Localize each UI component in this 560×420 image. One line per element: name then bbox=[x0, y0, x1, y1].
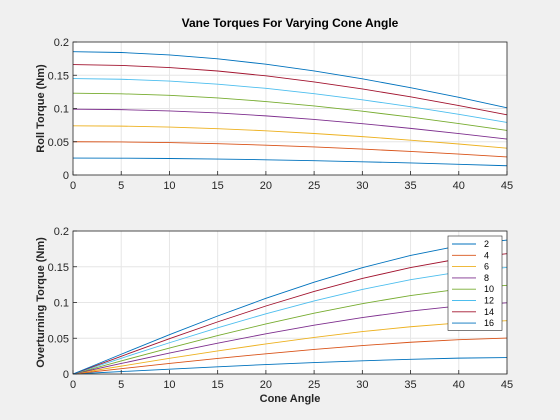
x-tick-label: 0 bbox=[70, 379, 76, 391]
series-line-1 bbox=[72, 157, 508, 167]
y-axis-label: Overturning Torque (Nm) bbox=[35, 237, 47, 368]
x-tick-label: 35 bbox=[404, 379, 416, 391]
series-line-3 bbox=[72, 320, 508, 375]
series-line-6 bbox=[72, 266, 508, 375]
x-tick-label: 20 bbox=[260, 180, 272, 192]
x-tick-label: 5 bbox=[118, 180, 124, 192]
y-tick-label: 0.15 bbox=[48, 70, 69, 82]
x-tick-label: 45 bbox=[501, 180, 513, 192]
y-tick-label: 0 bbox=[63, 369, 69, 381]
x-tick-label: 35 bbox=[404, 180, 416, 192]
series-line-6 bbox=[72, 78, 508, 123]
x-tick-label: 45 bbox=[501, 379, 513, 391]
x-tick-label: 15 bbox=[212, 180, 224, 192]
series-line-8 bbox=[72, 239, 508, 375]
x-tick-label: 10 bbox=[163, 180, 175, 192]
y-tick-label: 0.05 bbox=[48, 137, 69, 149]
series-line-4 bbox=[72, 302, 508, 375]
y-tick-label: 0 bbox=[63, 170, 69, 182]
legend-label: 14 bbox=[484, 307, 494, 317]
series-line-3 bbox=[72, 125, 508, 149]
series-line-2 bbox=[72, 141, 508, 158]
x-tick-label: 15 bbox=[212, 379, 224, 391]
x-tick-label: 0 bbox=[70, 180, 76, 192]
y-tick-label: 0.1 bbox=[54, 298, 69, 310]
legend-label: 12 bbox=[484, 296, 494, 306]
series-line-8 bbox=[72, 51, 508, 109]
legend-label: 10 bbox=[484, 284, 494, 294]
x-tick-label: 40 bbox=[453, 379, 465, 391]
series-line-4 bbox=[72, 108, 508, 140]
series-line-2 bbox=[72, 337, 508, 375]
legend-box bbox=[447, 235, 503, 331]
y-tick-label: 0.2 bbox=[54, 37, 69, 49]
x-tick-label: 25 bbox=[308, 379, 320, 391]
series-line-5 bbox=[72, 92, 508, 131]
series-line-7 bbox=[72, 253, 508, 375]
y-tick-label: 0.1 bbox=[54, 104, 69, 116]
x-tick-label: 25 bbox=[308, 180, 320, 192]
x-tick-label: 10 bbox=[163, 379, 175, 391]
x-axis-label: Cone Angle bbox=[260, 393, 321, 405]
series-line-5 bbox=[72, 284, 508, 375]
x-tick-label: 30 bbox=[356, 379, 368, 391]
legend-label: 2 bbox=[484, 239, 489, 249]
overturning-torque-chart: 0 5 10 15 20 25 30 35 40 45 0 0.05 0.1 0.15 0.2 Overtur… bbox=[35, 226, 513, 405]
x-tick-label: 40 bbox=[453, 180, 465, 192]
y-tick-label: 0.2 bbox=[54, 226, 69, 238]
y-tick-label: 0.15 bbox=[48, 262, 69, 274]
y-tick-label: 0.05 bbox=[48, 333, 69, 345]
roll-torque-chart: Vane Torques For Varying Cone Angle 0 5 10… bbox=[35, 16, 513, 192]
x-tick-label: 20 bbox=[260, 379, 272, 391]
y-axis-label: Roll Torque (Nm) bbox=[35, 64, 47, 153]
legend-label: 4 bbox=[484, 250, 489, 260]
x-tick-label: 30 bbox=[356, 180, 368, 192]
series-line-7 bbox=[72, 64, 508, 116]
legend-label: 6 bbox=[484, 262, 489, 272]
series-line-1 bbox=[72, 357, 508, 375]
x-tick-label: 5 bbox=[118, 379, 124, 391]
chart-title: Vane Torques For Varying Cone Angle bbox=[182, 16, 399, 30]
legend-label: 16 bbox=[484, 318, 494, 328]
legend-label: 8 bbox=[484, 273, 489, 283]
